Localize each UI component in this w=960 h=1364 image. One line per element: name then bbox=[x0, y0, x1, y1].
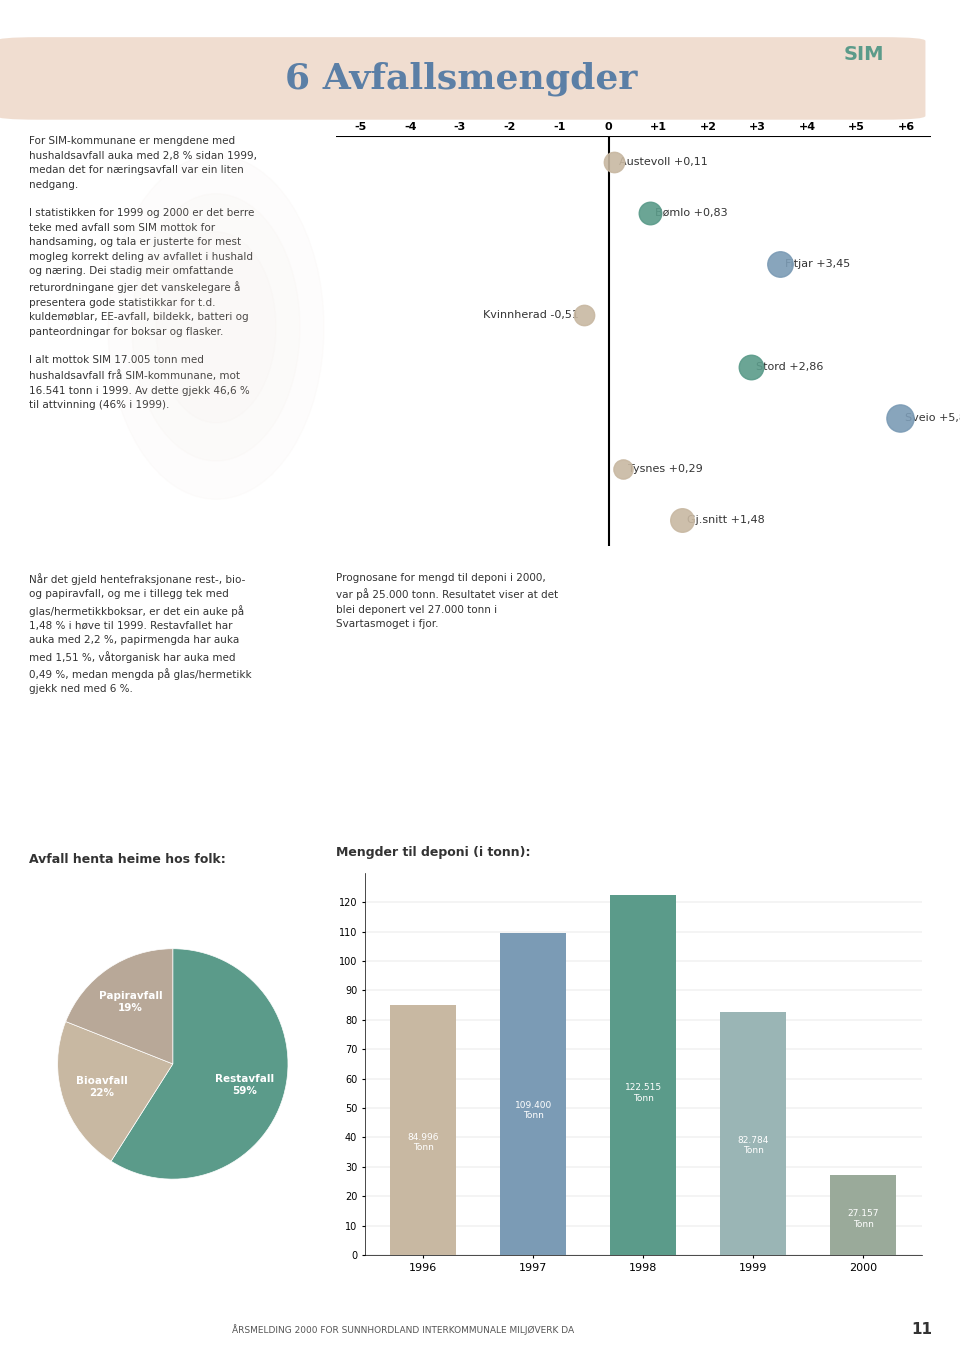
Wedge shape bbox=[58, 1022, 173, 1161]
Bar bbox=[720, 1012, 786, 1255]
Text: Restavfall
59%: Restavfall 59% bbox=[215, 1073, 275, 1095]
Text: Austevoll +0,11: Austevoll +0,11 bbox=[619, 157, 708, 166]
Text: Sveio +5,87: Sveio +5,87 bbox=[905, 413, 960, 423]
Text: 27.157
Tonn: 27.157 Tonn bbox=[848, 1210, 879, 1229]
Text: Stord +2,86: Stord +2,86 bbox=[756, 361, 823, 371]
Text: Fitjar +3,45: Fitjar +3,45 bbox=[785, 259, 851, 269]
Point bbox=[607, 151, 622, 173]
Text: 6 Avfallsmengder: 6 Avfallsmengder bbox=[284, 61, 637, 95]
Wedge shape bbox=[111, 949, 288, 1178]
Point bbox=[642, 202, 658, 224]
Text: Kvinnherad -0,51: Kvinnherad -0,51 bbox=[483, 311, 579, 321]
Point bbox=[892, 406, 907, 428]
Text: Tysnes +0,29: Tysnes +0,29 bbox=[628, 464, 703, 473]
Text: 11: 11 bbox=[911, 1323, 932, 1337]
Point bbox=[675, 509, 690, 531]
Text: Avfall henta heime hos folk:: Avfall henta heime hos folk: bbox=[29, 852, 226, 866]
Bar bbox=[611, 895, 676, 1255]
Bar bbox=[500, 933, 566, 1255]
Circle shape bbox=[132, 194, 300, 461]
Text: 82.784
Tonn: 82.784 Tonn bbox=[737, 1136, 769, 1155]
Text: 84.996
Tonn: 84.996 Tonn bbox=[407, 1133, 439, 1153]
Text: 122.515
Tonn: 122.515 Tonn bbox=[625, 1083, 661, 1102]
Point bbox=[576, 304, 591, 326]
Bar bbox=[830, 1176, 897, 1255]
Point bbox=[743, 356, 758, 378]
Point bbox=[772, 254, 787, 276]
Point bbox=[615, 458, 631, 480]
FancyBboxPatch shape bbox=[0, 37, 925, 120]
Text: Prognosane for mengd til deponi i 2000,
var på 25.000 tonn. Resultatet viser at : Prognosane for mengd til deponi i 2000, … bbox=[336, 573, 558, 629]
Text: Gj.snitt +1,48: Gj.snitt +1,48 bbox=[687, 516, 765, 525]
Text: 109.400
Tonn: 109.400 Tonn bbox=[515, 1101, 552, 1120]
Wedge shape bbox=[65, 949, 173, 1064]
Text: For SIM-kommunane er mengdene med
hushaldsavfall auka med 2,8 % sidan 1999,
meda: For SIM-kommunane er mengdene med hushal… bbox=[29, 136, 257, 411]
Text: Papiravfall
19%: Papiravfall 19% bbox=[99, 992, 162, 1013]
Text: Mengder til deponi (i tonn):: Mengder til deponi (i tonn): bbox=[336, 846, 531, 859]
Text: Når det gjeld hentefraksjonane rest-, bio-
og papiravfall, og me i tillegg tek m: Når det gjeld hentefraksjonane rest-, bi… bbox=[29, 573, 252, 694]
Bar bbox=[390, 1005, 456, 1255]
Text: ÅRSMELDING 2000 FOR SUNNHORDLAND INTERKOMMUNALE MILJØVERK DA: ÅRSMELDING 2000 FOR SUNNHORDLAND INTERKO… bbox=[232, 1324, 574, 1335]
Text: Bømlo +0,83: Bømlo +0,83 bbox=[655, 209, 728, 218]
Text: Bioavfall
22%: Bioavfall 22% bbox=[76, 1076, 128, 1098]
Circle shape bbox=[108, 155, 324, 499]
Text: SIM: SIM bbox=[844, 45, 884, 64]
